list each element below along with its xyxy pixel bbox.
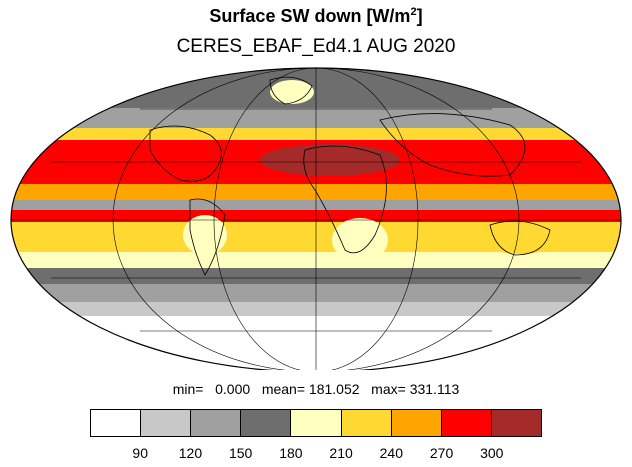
colorbar [90,409,542,437]
colorbar-tick-label: 240 [379,445,404,461]
south-america-patch [183,215,227,255]
title-superscript: 2 [410,6,417,18]
stats-summary: min= 0.000 mean= 181.052 max= 331.113 [172,381,460,397]
title-main: Surface SW down [W/m [209,6,411,26]
colorbar-segment [141,410,192,436]
colorbar-tick-label: 270 [429,445,454,461]
colorbar-tick-label: 150 [228,445,253,461]
colorbar-tick-labels: 90 120 150 180 210 240 270 300 [0,445,632,463]
globe-outline [10,67,622,370]
map-title: Surface SW down [W/m2] [0,6,632,27]
colorbar-segment [91,410,142,436]
greenland-patch [270,80,314,104]
map-subtitle: CERES_EBAF_Ed4.1 AUG 2020 [176,36,456,57]
colorbar-segment [341,410,392,436]
colorbar-segment [441,410,492,436]
colorbar-segment [241,410,292,436]
title-end: ] [416,6,423,26]
coastlines [149,76,551,276]
colorbar-segment [491,410,541,436]
sahara-max [260,144,400,176]
colorbar-segment [291,410,342,436]
colorbar-tick-label: 90 [132,445,149,461]
colorbar-tick-label: 180 [279,445,303,461]
colorbar-tick-label: 120 [178,445,203,461]
colorbar-tick-label: 210 [329,445,353,461]
colorbar-segment [391,410,442,436]
colorbar-tick-label: 300 [480,445,504,461]
world-map [10,67,622,370]
colorbar-segment [191,410,242,436]
